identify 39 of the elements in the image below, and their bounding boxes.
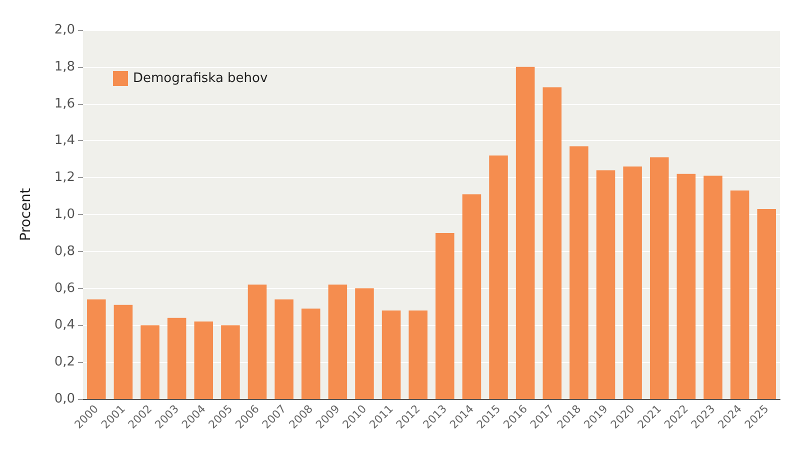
bar xyxy=(87,299,106,399)
y-tick-label: 0,0 xyxy=(54,392,75,406)
y-tick-label: 1,6 xyxy=(54,96,75,112)
bar xyxy=(704,176,722,399)
y-tick-label: 0,2 xyxy=(54,354,75,370)
bar xyxy=(382,310,401,399)
bar xyxy=(355,288,374,399)
bar xyxy=(274,299,294,399)
bar xyxy=(462,194,482,399)
bar xyxy=(730,190,750,399)
bar xyxy=(140,325,160,399)
bar xyxy=(408,310,428,399)
y-tick-label: 1,4 xyxy=(54,133,75,148)
bar xyxy=(436,232,454,399)
bar xyxy=(650,157,669,399)
y-tick-label: 1,0 xyxy=(54,207,75,222)
bar xyxy=(757,208,776,399)
bar xyxy=(328,284,348,399)
bar xyxy=(194,322,214,399)
bar xyxy=(676,174,696,399)
y-tick-label: 0,4 xyxy=(54,318,75,333)
bar xyxy=(114,304,133,399)
bar xyxy=(623,166,642,399)
bar xyxy=(301,308,320,399)
y-tick-label: 1,8 xyxy=(54,59,75,74)
bar xyxy=(596,170,616,399)
bar xyxy=(248,284,267,399)
y-tick-label: 1,2 xyxy=(54,170,75,186)
y-tick-label: 0,8 xyxy=(54,244,75,259)
bar xyxy=(167,318,186,399)
y-tick-label: 0,6 xyxy=(54,280,75,296)
bar xyxy=(221,325,240,399)
bar xyxy=(542,87,562,399)
y-axis-title: Procent xyxy=(18,188,34,241)
bar xyxy=(570,146,588,399)
bar xyxy=(489,155,508,399)
bar xyxy=(516,66,535,399)
y-tick-label: 2,0 xyxy=(54,22,75,38)
legend-label: Demografiska behov xyxy=(133,71,268,86)
